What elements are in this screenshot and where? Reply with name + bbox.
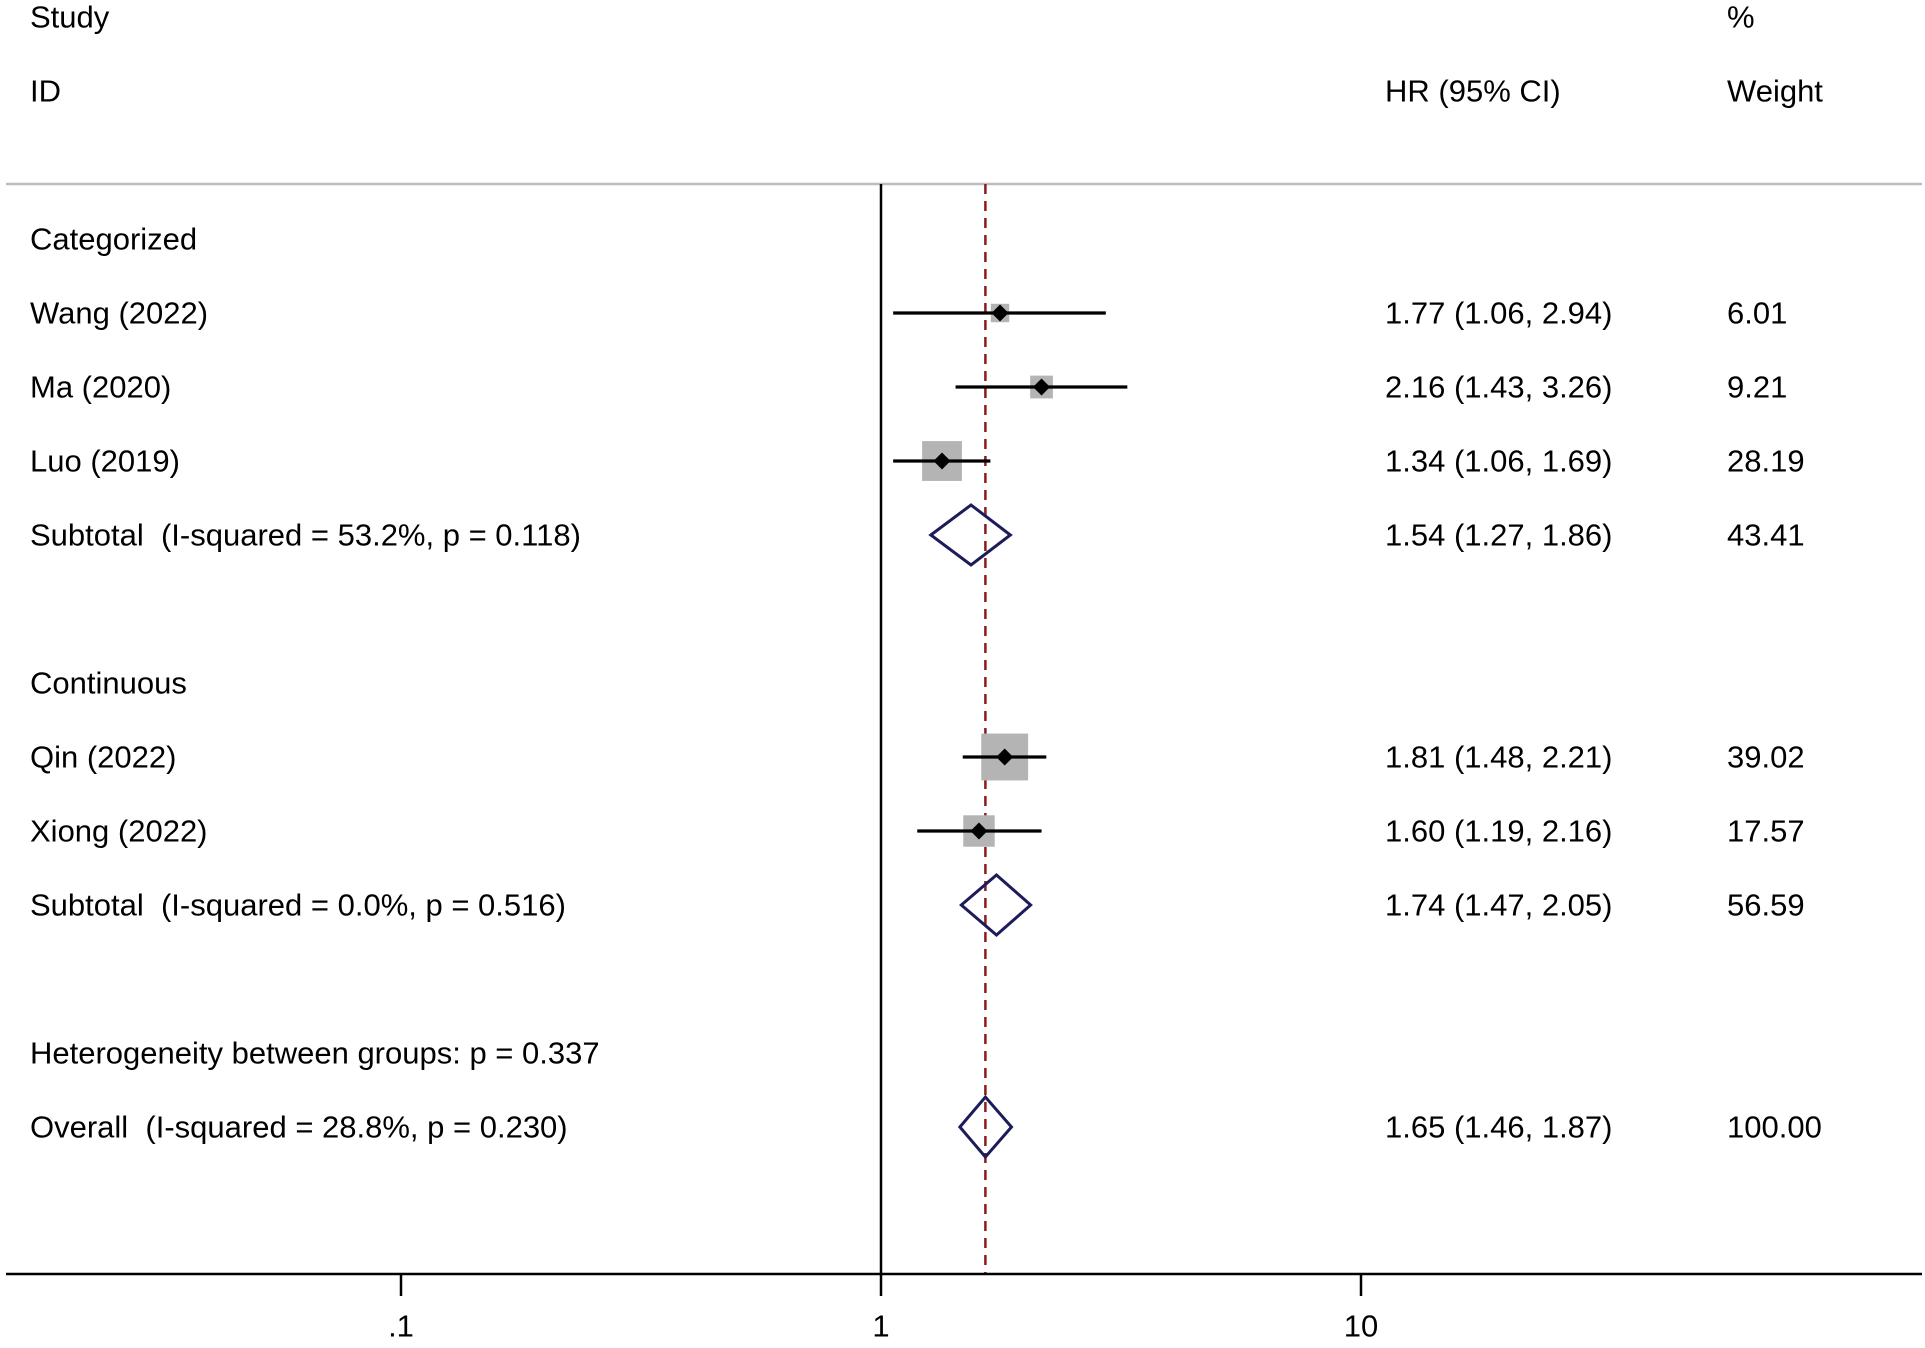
subtotal-label: Subtotal (I-squared = 53.2%, p = 0.118) [30,518,581,553]
study-label: Qin (2022) [30,740,176,775]
subtotal-diamond [928,503,1013,567]
subtotal-row: Subtotal (I-squared = 53.2%, p = 0.118) 1… [30,503,1805,567]
weight-text: 43.41 [1727,518,1805,553]
overall-row: Overall (I-squared = 28.8%, p = 0.230) 1.… [30,1094,1822,1160]
point-estimate-marker [991,304,1009,322]
point-estimate-marker [970,822,988,840]
group-heading: Categorized [30,222,197,257]
group-row: Categorized [30,222,197,257]
column-headers: Study ID HR (95% CI) % Weight [30,0,1823,109]
study-row: Luo (2019) 1.34 (1.06, 1.69) 28.19 [30,441,1805,481]
weight-text: 17.57 [1727,814,1805,849]
reference-lines [879,184,987,1274]
weight-text: 28.19 [1727,444,1805,479]
forest-rows: Categorized Wang (2022) 1.77 (1.06, 2.94) 6… [30,222,1822,1160]
weight-text: 6.01 [1727,296,1787,331]
weight-text: 39.02 [1727,740,1805,775]
header-id: ID [30,74,61,109]
subtotal-diamond [959,873,1033,937]
group-row: Continuous [30,666,187,701]
note-row: Heterogeneity between groups: p = 0.337 [30,1036,600,1071]
estimate-text: 1.65 (1.46, 1.87) [1385,1110,1613,1145]
estimate-text: 1.34 (1.06, 1.69) [1385,444,1613,479]
estimate-text: 1.60 (1.19, 2.16) [1385,814,1613,849]
point-estimate-marker [996,748,1014,766]
point-estimate-marker [1033,378,1051,396]
estimate-text: 1.54 (1.27, 1.86) [1385,518,1613,553]
x-tick-label: .1 [388,1309,414,1344]
estimate-text: 1.81 (1.48, 2.21) [1385,740,1613,775]
header-study: Study [30,0,110,35]
group-heading: Continuous [30,666,187,701]
study-row: Ma (2020) 2.16 (1.43, 3.26) 9.21 [30,370,1787,405]
x-tick-label: 10 [1344,1309,1378,1344]
estimate-text: 1.74 (1.47, 2.05) [1385,888,1613,923]
weight-text: 100.00 [1727,1110,1822,1145]
header-weight: Weight [1727,74,1823,109]
header-estimate: HR (95% CI) [1385,74,1561,109]
estimate-text: 1.77 (1.06, 2.94) [1385,296,1613,331]
point-estimate-marker [933,452,951,470]
overall-diamond [957,1094,1014,1160]
x-axis: .1 1 10 [6,1272,1922,1344]
x-tick-label: 1 [872,1309,889,1344]
study-row: Qin (2022) 1.81 (1.48, 2.21) 39.02 [30,733,1805,781]
study-label: Ma (2020) [30,370,171,405]
header-weight-percent: % [1727,0,1755,35]
overall-label: Overall (I-squared = 28.8%, p = 0.230) [30,1110,568,1145]
subtotal-row: Subtotal (I-squared = 0.0%, p = 0.516) 1.… [30,873,1805,937]
weight-text: 56.59 [1727,888,1805,923]
estimate-text: 2.16 (1.43, 3.26) [1385,370,1613,405]
study-row: Xiong (2022) 1.60 (1.19, 2.16) 17.57 [30,814,1805,849]
study-label: Wang (2022) [30,296,208,331]
study-row: Wang (2022) 1.77 (1.06, 2.94) 6.01 [30,296,1787,331]
study-label: Luo (2019) [30,444,180,479]
weight-text: 9.21 [1727,370,1787,405]
heterogeneity-note: Heterogeneity between groups: p = 0.337 [30,1036,600,1071]
subtotal-label: Subtotal (I-squared = 0.0%, p = 0.516) [30,888,566,923]
study-label: Xiong (2022) [30,814,208,849]
